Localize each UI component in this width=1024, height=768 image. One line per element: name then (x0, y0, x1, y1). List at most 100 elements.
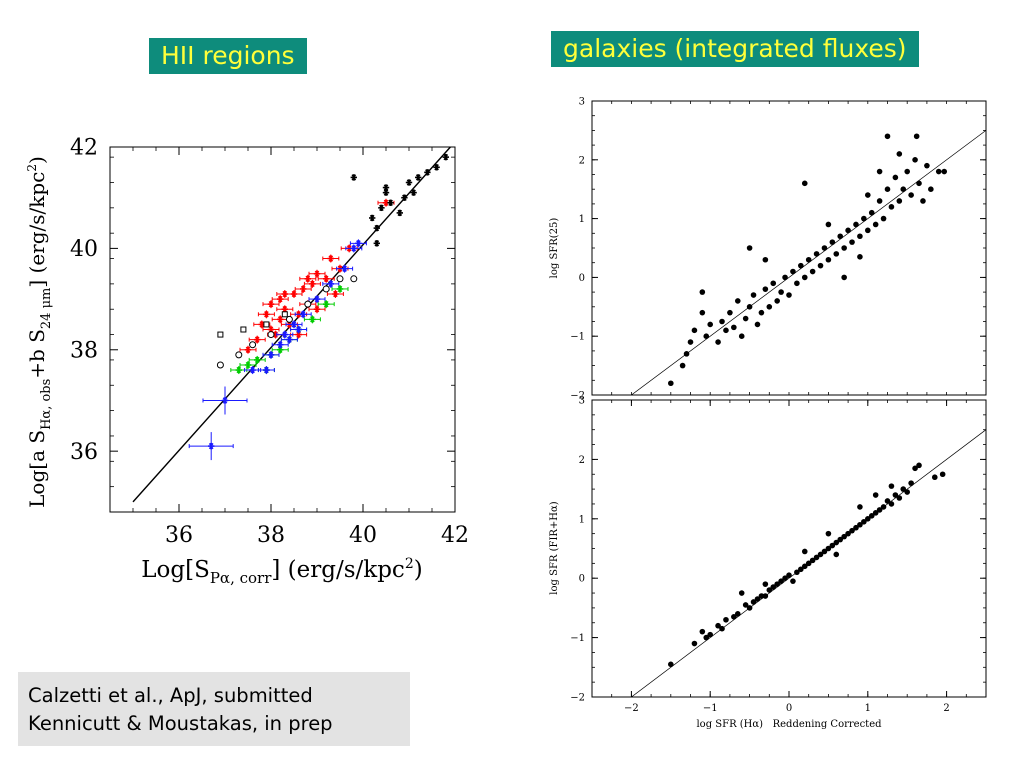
point-black-0-6 (703, 333, 710, 340)
rb-y-axis-label: log SFR (FIR+Hα) (549, 501, 560, 594)
point-black-0-21 (782, 575, 788, 581)
point-black-4-4 (285, 315, 293, 323)
citation-line-2: Kennicutt & Moustakas, in prep (28, 712, 333, 735)
x-tick-label-3: 42 (441, 523, 469, 548)
point-black-0-51 (884, 186, 891, 192)
point-black-0-60 (920, 198, 926, 204)
point-black-0-59 (825, 530, 832, 537)
point-black-0-41 (845, 227, 851, 234)
point-red-0-15 (303, 279, 321, 288)
point-black-0-66 (913, 133, 920, 140)
point-black-0-41 (861, 518, 867, 525)
point-black-0-14 (738, 333, 745, 340)
point-black-0-13 (750, 599, 757, 605)
point-black-0-24 (778, 289, 784, 295)
point-black-0-40 (857, 521, 863, 528)
point-black-3-13 (442, 153, 449, 161)
point-black-0-75 (825, 221, 832, 228)
point-black-0-7 (723, 616, 729, 623)
point-black-3-14 (373, 240, 380, 247)
point-blue-2-5 (271, 340, 289, 349)
point-blue-2-11 (308, 295, 326, 304)
point-black-0-68 (746, 245, 753, 251)
point-black-0-25 (798, 566, 804, 573)
point-black-0-57 (908, 192, 914, 198)
point-black-0-23 (790, 578, 796, 584)
point-black-4-1 (235, 351, 243, 359)
x-tick-label-2: 40 (349, 523, 377, 548)
point-red-0-18 (317, 274, 335, 283)
point-black-0-47 (868, 209, 875, 216)
point-blue-2-4 (262, 350, 280, 359)
left-plot-frame (109, 146, 456, 513)
point-black-0-8 (715, 339, 721, 345)
point-black-4-0 (216, 361, 224, 369)
point-black-0-2 (699, 628, 706, 635)
rb-x-axis-label: log SFR (Hα) Reddening Corrected (696, 719, 882, 730)
point-black-0-36 (841, 533, 847, 540)
rt-axis-ticks: −2 −1 0 1 2 3 (570, 97, 987, 402)
point-black-0-61 (857, 504, 863, 510)
left-x-axis-label: Log[SPα, corr] (erg/s/kpc2) (141, 556, 422, 587)
point-black-3-10 (415, 174, 422, 181)
point-black-0-63 (935, 168, 942, 175)
point-black-0-29 (798, 262, 804, 269)
y-tick-label-3: 42 (70, 136, 98, 161)
point-blue-2-9 (290, 325, 308, 334)
point-black-0-5 (699, 309, 706, 316)
y-tick-label-0: 36 (70, 440, 98, 465)
point-black-4-2 (249, 341, 257, 349)
point-black-0-14 (754, 596, 761, 602)
point-black-0-16 (762, 593, 769, 599)
point-black-0-60 (762, 581, 769, 587)
point-black-0-18 (754, 321, 761, 328)
point-black-0-0 (668, 380, 674, 387)
point-black-0-62 (928, 186, 934, 192)
point-black-0-11 (742, 602, 749, 608)
citation-box: Calzetti et al., ApJ, submitted Kennicut… (18, 672, 410, 746)
point-black-0-56 (904, 168, 910, 175)
rb-axis-ticks: −2 −1 0 1 2 −2 −1 0 1 2 3 (570, 396, 987, 714)
point-green-1-10 (331, 284, 349, 293)
point-black-0-9 (734, 611, 741, 617)
x-tick-label-3: 1 (865, 703, 871, 714)
point-black-0-16 (746, 304, 753, 310)
point-red-0-17 (308, 269, 326, 278)
point-black-0-36 (825, 256, 832, 263)
point-black-0-53 (892, 174, 899, 181)
point-black-0-32 (825, 545, 832, 552)
point-black-0-15 (758, 593, 765, 599)
point-black-0-55 (900, 186, 907, 192)
y-tick-label-1: −1 (570, 633, 585, 644)
y-tick-label-2: 0 (579, 574, 585, 585)
y-tick-label-4: 2 (579, 155, 585, 166)
point-blue-2-13 (336, 264, 354, 273)
point-black-0-58 (912, 157, 918, 163)
point-black-0-71 (865, 192, 871, 198)
point-black-0-21 (766, 304, 773, 310)
point-black-0-70 (857, 254, 863, 260)
point-black-0-56 (931, 474, 938, 481)
point-black-0-43 (853, 221, 859, 228)
point-black-0-39 (837, 233, 844, 240)
point-black-0-72 (896, 151, 903, 157)
point-black-3-11 (424, 169, 431, 176)
point-black-4-8 (350, 275, 358, 283)
point-black-3-15 (382, 184, 390, 191)
rb-data-points (668, 462, 946, 668)
x-tick-label-0: 36 (165, 523, 193, 548)
point-black-0-28 (809, 557, 816, 564)
point-black-0-54 (896, 198, 903, 204)
point-black-3-6 (396, 209, 403, 217)
point-black-0-50 (880, 215, 887, 222)
point-black-0-5 (715, 622, 721, 629)
point-black-0-51 (900, 486, 907, 492)
point-black-0-39 (853, 524, 859, 531)
x-tick-label-4: 2 (943, 703, 949, 714)
citation-line-1: Calzetti et al., ApJ, submitted (28, 684, 313, 707)
point-black-0-50 (896, 495, 903, 501)
point-black-0-63 (888, 483, 895, 489)
y-tick-label-1: 38 (70, 338, 98, 363)
point-black-0-59 (916, 180, 922, 187)
rt-y-axis-label: log SFR(25) (549, 218, 560, 279)
